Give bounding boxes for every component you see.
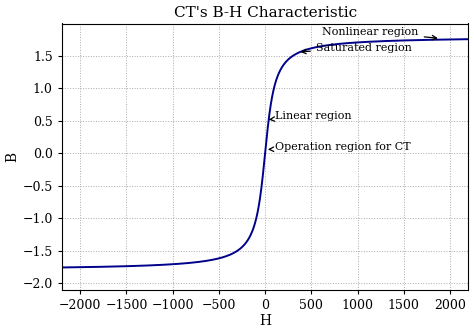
X-axis label: H: H bbox=[259, 314, 271, 328]
Text: Nonlinear region: Nonlinear region bbox=[322, 27, 437, 40]
Text: Linear region: Linear region bbox=[270, 111, 352, 121]
Text: Saturated region: Saturated region bbox=[301, 42, 412, 54]
Text: Operation region for CT: Operation region for CT bbox=[269, 142, 411, 152]
Y-axis label: B: B bbox=[6, 152, 19, 162]
Title: CT's B-H Characteristic: CT's B-H Characteristic bbox=[173, 6, 356, 20]
